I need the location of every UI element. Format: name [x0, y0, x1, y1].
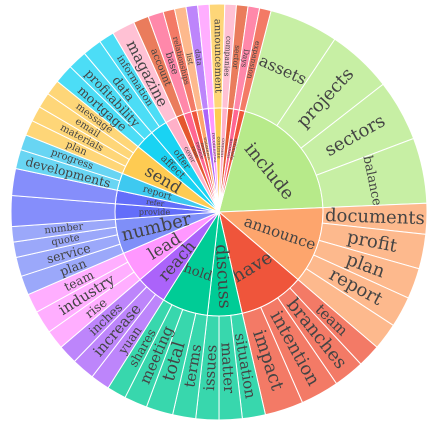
- sector-label-continue: continue: [215, 136, 221, 158]
- segment-label-issues: issues: [200, 344, 221, 391]
- sector-label-provide: provide: [139, 207, 171, 217]
- sector-label-estimate: estimate: [228, 138, 239, 161]
- segment-label-announcement: announcement: [212, 19, 224, 93]
- segment-label-data: data: [193, 48, 204, 66]
- sector-label-discuss: discuss: [211, 244, 235, 310]
- sector-label-contain: contain: [219, 138, 226, 158]
- segment-label-companies: companies: [222, 36, 233, 77]
- sector-label-establish: establish: [202, 137, 212, 161]
- sector-label-refer: refer: [146, 197, 166, 209]
- segment-label-number: number: [44, 221, 84, 236]
- sector-label-make: make: [199, 142, 208, 157]
- sector-label-raise: raise: [190, 145, 200, 159]
- segment-estimate-expansion[interactable]: [238, 7, 272, 112]
- segment-label-quote: quote: [51, 232, 81, 248]
- sector-label-recommend: recommend: [210, 133, 218, 164]
- sector-label-account: account: [225, 138, 234, 159]
- segment-label-list: list: [184, 52, 195, 65]
- segment-label-sector: sector: [231, 45, 243, 70]
- sector-label-reduce: reduce: [194, 141, 205, 160]
- segment-label-matter: matter: [217, 342, 238, 395]
